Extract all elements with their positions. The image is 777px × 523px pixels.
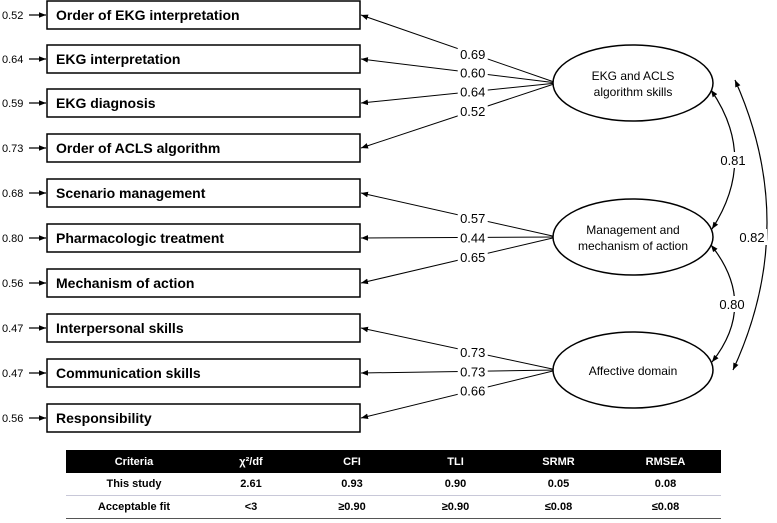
indicator-box bbox=[46, 0, 361, 30]
header-rmsea: RMSEA bbox=[610, 450, 721, 473]
coefficient-backing bbox=[457, 229, 488, 245]
table-cell: 0.08 bbox=[610, 473, 721, 496]
correlation-coefficient: 0.82 bbox=[739, 230, 764, 245]
factor-label: mechanism of action bbox=[578, 239, 688, 253]
observed-indicators: Order of EKG interpretation EKG interpret… bbox=[46, 0, 361, 433]
path-coefficient: 0.44 bbox=[460, 230, 485, 245]
model-fit-table: Criteria χ²/df CFI TLI SRMR RMSEA This s… bbox=[66, 450, 721, 519]
indicator-box bbox=[46, 268, 361, 298]
path-coefficient: 0.66 bbox=[460, 384, 485, 399]
indicator-label: Mechanism of action bbox=[56, 275, 194, 291]
header-criteria: Criteria bbox=[66, 450, 202, 473]
header-chi-square-df: χ²/df bbox=[202, 450, 300, 473]
error-variance-label: 0.47 bbox=[2, 323, 23, 335]
table-row-acceptable-fit: Acceptable fit <3 ≥0.90 ≥0.90 ≤0.08 ≤0.0… bbox=[66, 495, 721, 519]
header-cfi: CFI bbox=[300, 450, 404, 473]
factor-label: Management and bbox=[586, 223, 679, 237]
indicator-label: Interpersonal skills bbox=[56, 320, 184, 336]
error-variance-label: 0.59 bbox=[2, 98, 23, 110]
error-variance-label: 0.56 bbox=[2, 278, 23, 290]
table-cell: 0.05 bbox=[507, 473, 610, 496]
indicator-label: Communication skills bbox=[56, 365, 201, 381]
indicator-box bbox=[46, 133, 361, 163]
header-srmr: SRMR bbox=[507, 450, 610, 473]
table-cell: Acceptable fit bbox=[66, 495, 202, 519]
indicator-label: EKG interpretation bbox=[56, 51, 180, 67]
indicator-box bbox=[46, 313, 361, 343]
factor-correlations: 0.81 0.82 0.80 bbox=[710, 79, 768, 371]
table-cell: ≤0.08 bbox=[610, 495, 721, 519]
path-coefficient: 0.73 bbox=[460, 364, 485, 379]
error-variance-label: 0.56 bbox=[2, 413, 23, 425]
error-variance-label: 0.64 bbox=[2, 54, 23, 66]
indicator-box bbox=[46, 178, 361, 208]
coefficient-backing bbox=[457, 210, 488, 226]
indicator-box bbox=[46, 44, 361, 74]
error-variances: 0.52 0.64 0.59 0.73 0.68 0.80 0.56 0.47 0.47 0.56 bbox=[2, 10, 46, 425]
cfa-path-diagram: 0.810.820.80 0.520.640.590.730.680.800.5… bbox=[2, 0, 768, 433]
factor-ellipse bbox=[552, 331, 714, 409]
coefficient-backing bbox=[457, 83, 488, 99]
table-cell: This study bbox=[66, 473, 202, 496]
table-cell: ≤0.08 bbox=[507, 495, 610, 519]
table-cell: 0.90 bbox=[404, 473, 507, 496]
correlation-arrow bbox=[732, 79, 768, 371]
path-coefficient: 0.65 bbox=[460, 250, 485, 265]
error-variance-label: 0.52 bbox=[2, 10, 23, 22]
indicator-label: Pharmacologic treatment bbox=[56, 230, 224, 246]
indicator-label: EKG diagnosis bbox=[56, 95, 156, 111]
coefficient-backing bbox=[457, 248, 488, 264]
indicator-label: Order of ACLS algorithm bbox=[56, 140, 220, 156]
path-coefficient: 0.57 bbox=[460, 211, 485, 226]
table-cell: 2.61 bbox=[202, 473, 300, 496]
correlation-coefficient: 0.81 bbox=[720, 153, 745, 168]
path-coefficient: 0.69 bbox=[460, 47, 485, 62]
indicator-box bbox=[46, 403, 361, 433]
table-cell: 0.93 bbox=[300, 473, 404, 496]
indicator-label: Scenario management bbox=[56, 185, 206, 201]
error-variance-label: 0.80 bbox=[2, 233, 23, 245]
indicator-label: Order of EKG interpretation bbox=[56, 7, 240, 23]
indicator-box bbox=[46, 88, 361, 118]
indicator-box bbox=[46, 358, 361, 388]
correlation-backing bbox=[737, 229, 767, 245]
path-coefficient: 0.73 bbox=[460, 345, 485, 360]
coefficient-backing bbox=[457, 363, 488, 379]
correlation-coefficient: 0.80 bbox=[719, 297, 744, 312]
coefficient-backing bbox=[457, 382, 488, 398]
correlation-backing bbox=[717, 296, 747, 312]
error-variance-label: 0.73 bbox=[2, 143, 23, 155]
path-coefficient: 0.64 bbox=[460, 85, 485, 100]
factor-label: algorithm skills bbox=[594, 85, 673, 99]
coefficient-backing bbox=[457, 343, 488, 359]
factor-label: EKG and ACLS bbox=[592, 69, 675, 83]
path-coefficients: 0.69 0.60 0.64 0.52 0.57 0.44 0.65 0.73 0.73 0.66 bbox=[457, 45, 488, 399]
table-cell: ≥0.90 bbox=[404, 495, 507, 519]
table-row-this-study: This study 2.61 0.93 0.90 0.05 0.08 bbox=[66, 473, 721, 496]
path-coefficient: 0.60 bbox=[460, 66, 485, 81]
header-tli: TLI bbox=[404, 450, 507, 473]
path-coefficient: 0.52 bbox=[460, 104, 485, 119]
factor-ellipse bbox=[552, 198, 714, 276]
error-variance-label: 0.68 bbox=[2, 188, 23, 200]
indicator-label: Responsibility bbox=[56, 410, 152, 426]
table-cell: <3 bbox=[202, 495, 300, 519]
fit-table-header: Criteria χ²/df CFI TLI SRMR RMSEA bbox=[66, 450, 721, 473]
latent-factors: EKG and ACLS algorithm skills Management a… bbox=[552, 44, 714, 409]
coefficient-backing bbox=[457, 45, 488, 61]
table-cell: ≥0.90 bbox=[300, 495, 404, 519]
factor-ellipse bbox=[552, 44, 714, 122]
factor-label: Affective domain bbox=[589, 364, 678, 378]
indicator-box bbox=[46, 223, 361, 253]
error-variance-label: 0.47 bbox=[2, 368, 23, 380]
coefficient-backing bbox=[457, 64, 488, 80]
coefficient-backing bbox=[457, 102, 488, 118]
